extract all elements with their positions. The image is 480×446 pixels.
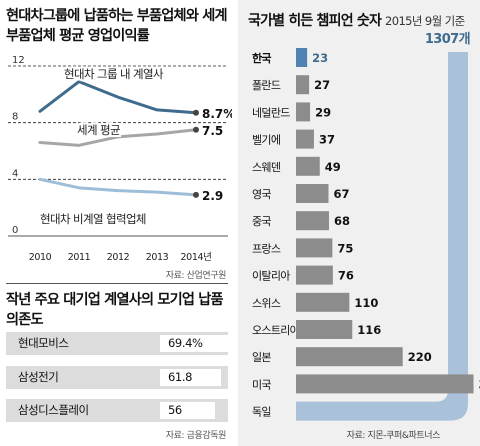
category-label: 이탈리아	[252, 270, 290, 283]
bar	[296, 238, 333, 258]
bar	[296, 75, 310, 95]
dependency-chart-title: 작년 주요 대기업 계열사의 모기업 납품 의존도	[6, 292, 224, 328]
value-label: 29	[315, 105, 331, 119]
dependency-bar	[160, 369, 221, 386]
series-name-label: 현대차 그룹 내 계열사	[64, 67, 164, 81]
value-label: 116	[357, 323, 381, 337]
bar	[296, 129, 314, 149]
category-label: 중국	[252, 215, 271, 228]
category-label: 벨기에	[252, 134, 280, 147]
series-end-label: 8.7%	[202, 107, 232, 121]
series-line	[38, 128, 198, 147]
dependency-value-label: 56	[168, 403, 182, 417]
bar	[296, 102, 311, 122]
category-label: 네덜란드	[252, 106, 290, 119]
value-label: 76	[338, 269, 354, 283]
series-line	[38, 177, 198, 197]
dependency-row: 삼성디스플레이 56	[6, 399, 228, 422]
dependency-row: 현대모비스 69.4%	[6, 332, 228, 355]
value-label-germany: 1307개	[425, 32, 470, 47]
value-label: 366	[479, 377, 480, 391]
value-label: 67	[333, 187, 349, 201]
bar	[296, 48, 308, 67]
dependency-category-label: 삼성전기	[18, 370, 59, 384]
category-label: 독일	[252, 405, 271, 419]
y-tick-label: 0	[12, 225, 18, 236]
dependency-category-label: 현대모비스	[18, 336, 69, 350]
category-label: 한국	[252, 51, 271, 65]
series-line	[38, 80, 198, 115]
x-tick-label: 2010	[29, 252, 52, 263]
category-label: 오스트리아	[252, 324, 300, 337]
x-tick-label: 2012	[107, 252, 130, 263]
series-name-label: 세계 평균	[77, 123, 120, 137]
bar	[296, 374, 474, 394]
y-tick-label: 4	[12, 168, 18, 179]
dependency-value-label: 69.4%	[168, 336, 203, 350]
value-label: 23	[312, 51, 328, 65]
series-end-point	[193, 191, 199, 198]
value-label: 75	[337, 241, 353, 255]
category-label: 프랑스	[252, 242, 281, 255]
bar	[296, 347, 403, 367]
champion-chart-header: 국가별 히든 챔피언 숫자 2015년 9월 기준	[248, 10, 478, 30]
profit-margin-line-chart: 0 4 8 12 2010 2011 2012 2013 2014년 8.7% 현대차 그룹 내 계…	[8, 55, 232, 263]
left-panel: 현대차그룹에 납품하는 부품업체와 세계 부품업체 평균 영업이익률 0 4 8 12…	[0, 0, 232, 446]
bar	[296, 265, 333, 285]
value-label: 220	[408, 350, 432, 364]
bar	[296, 211, 329, 231]
dependency-chart-source: 자료: 금융감독원	[165, 431, 227, 441]
dependency-row: 삼성전기 61.8	[6, 366, 228, 389]
x-tick-label: 2014년	[181, 252, 212, 263]
section-divider	[6, 283, 228, 284]
category-label: 미국	[252, 378, 271, 391]
series-end-label: 7.5	[202, 124, 223, 138]
bar	[296, 156, 320, 176]
dependency-value-label: 61.8	[168, 370, 193, 384]
dependency-bar	[160, 335, 228, 352]
value-label: 110	[354, 296, 378, 310]
category-label: 스웨덴	[252, 161, 281, 174]
x-tick-label: 2011	[68, 252, 91, 263]
y-tick-label: 8	[12, 112, 18, 123]
category-label: 폴란드	[252, 79, 281, 92]
value-label: 68	[334, 214, 350, 228]
value-label: 49	[325, 160, 341, 174]
champion-chart-subtitle: 2015년 9월 기준	[385, 14, 465, 28]
line-chart-source: 자료: 산업연구원	[165, 271, 227, 281]
series-end-point	[193, 126, 199, 133]
series-name-label: 현대차 비계열 협력업체	[40, 212, 146, 226]
champion-chart-source: 자료: 지몬-쿠퍼&파트너스	[346, 431, 441, 441]
series-end-label: 2.9	[202, 189, 223, 203]
bar	[296, 320, 353, 339]
champion-chart-title: 국가별 히든 챔피언 숫자	[248, 13, 382, 29]
line-chart-title: 현대차그룹에 납품하는 부품업체와 세계 부품업체 평균 영업이익률	[6, 8, 228, 44]
x-tick-label: 2013	[146, 252, 169, 263]
category-label: 스위스	[252, 297, 281, 310]
category-label: 일본	[252, 350, 271, 364]
y-tick-label: 12	[12, 55, 25, 66]
bar	[296, 292, 350, 312]
category-label: 영국	[252, 188, 271, 201]
series-end-point	[193, 109, 199, 116]
bar	[296, 184, 329, 203]
value-label: 37	[319, 133, 335, 147]
dependency-category-label: 삼성디스플레이	[18, 403, 89, 417]
dependency-bar	[160, 402, 215, 419]
value-label: 27	[314, 78, 330, 92]
